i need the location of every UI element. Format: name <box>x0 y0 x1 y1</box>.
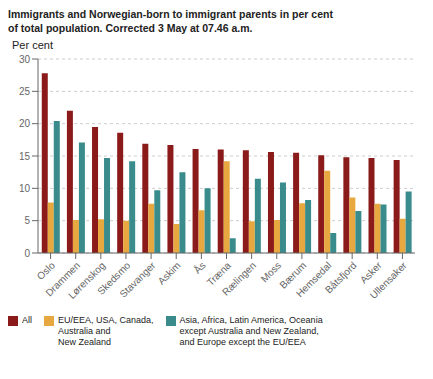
svg-text:10: 10 <box>19 183 31 194</box>
svg-text:Lørenskog: Lørenskog <box>66 259 108 302</box>
svg-text:Stavanger: Stavanger <box>118 259 158 299</box>
html-text:Asia, Africa, Latin America, O: Asia, Africa, Latin America, Oceania <box>179 315 323 326</box>
svg-text:Oslo: Oslo <box>35 260 58 283</box>
svg-text:30: 30 <box>19 54 31 65</box>
html-text:and Europe except the EU/EEA: and Europe except the EU/EEA <box>179 336 306 347</box>
svg-text:Ullensaker: Ullensaker <box>368 259 410 301</box>
html-text:EU/EEA, USA, Canada,: EU/EEA, USA, Canada, <box>58 315 154 326</box>
html-text:Per cent: Per cent <box>12 39 53 52</box>
svg-text:Asker: Asker <box>357 259 384 286</box>
html-text:except Australia and New Zeala: except Australia and New Zealand, <box>179 326 319 337</box>
svg-text:15: 15 <box>19 151 31 162</box>
svg-text:Ås: Ås <box>191 259 208 276</box>
svg-text:Træna: Træna <box>204 259 233 289</box>
html-text:Australia and: Australia and <box>58 326 111 337</box>
svg-text:25: 25 <box>19 86 31 97</box>
svg-text:Askim: Askim <box>156 260 183 287</box>
svg-text:Hemsedal: Hemsedal <box>293 259 334 300</box>
svg-text:0: 0 <box>24 248 30 259</box>
svg-text:Rælingen: Rælingen <box>220 260 258 298</box>
html-text:All: All <box>22 315 32 326</box>
svg-text:Drammen: Drammen <box>43 259 83 299</box>
svg-text:Moss: Moss <box>258 259 284 285</box>
svg-text:5: 5 <box>24 215 30 226</box>
svg-text:Båtsfjord: Båtsfjord <box>323 260 359 296</box>
svg-text:20: 20 <box>19 118 31 129</box>
html-text:Immigrants and Norwegian-born: Immigrants and Norwegian-born to immigra… <box>8 8 333 20</box>
svg-text:Bærum: Bærum <box>277 259 309 291</box>
svg-text:Skedsmo: Skedsmo <box>95 259 133 298</box>
html-text:of total population. Corrected: of total population. Corrected 3 May at … <box>8 21 253 34</box>
html-text:New Zealand: New Zealand <box>58 336 111 347</box>
